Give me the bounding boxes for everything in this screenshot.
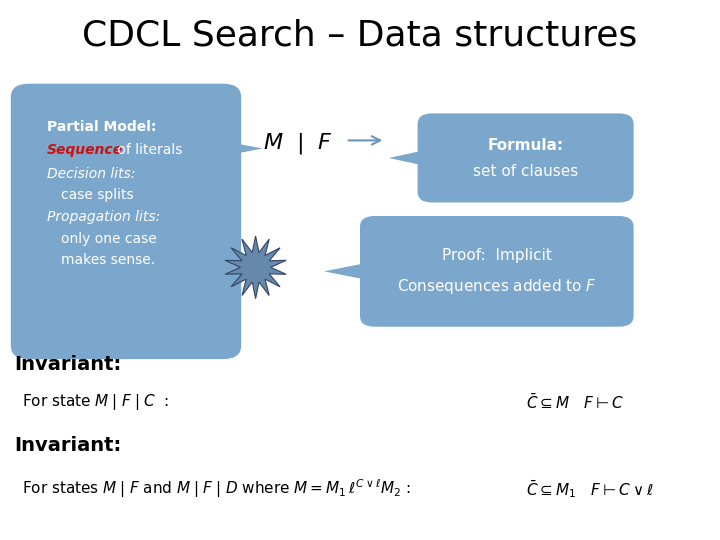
Text: makes sense.: makes sense. bbox=[61, 253, 156, 267]
Polygon shape bbox=[389, 148, 436, 168]
Text: Invariant:: Invariant: bbox=[14, 436, 122, 455]
Text: Formula:: Formula: bbox=[487, 138, 564, 153]
Text: CDCL Search – Data structures: CDCL Search – Data structures bbox=[82, 19, 638, 53]
Text: set of clauses: set of clauses bbox=[473, 164, 578, 179]
FancyBboxPatch shape bbox=[360, 216, 634, 327]
Polygon shape bbox=[324, 261, 378, 282]
Text: Proof:  Implicit: Proof: Implicit bbox=[442, 248, 552, 263]
Text: of literals: of literals bbox=[113, 143, 182, 157]
Text: $M$  |  $F$: $M$ | $F$ bbox=[263, 131, 333, 156]
Text: For state $M\;|\;F\;|\;C\;$ :: For state $M\;|\;F\;|\;C\;$ : bbox=[22, 392, 168, 413]
Text: $\bar{C} \subseteq M_1 \quad F \vdash C \vee \ell$: $\bar{C} \subseteq M_1 \quad F \vdash C … bbox=[526, 478, 653, 500]
Text: For states $M\;|\;F$ and $M\;|\;F\;|\;D$ where $M = M_1\,\ell^{C\vee\ell} M_2$ :: For states $M\;|\;F$ and $M\;|\;F\;|\;D$… bbox=[22, 477, 410, 500]
FancyBboxPatch shape bbox=[11, 84, 241, 359]
Text: only one case: only one case bbox=[61, 232, 157, 246]
Polygon shape bbox=[225, 236, 286, 299]
Text: Propagation lits:: Propagation lits: bbox=[47, 210, 160, 224]
Text: $\bar{C} \subseteq M \quad F \vdash C$: $\bar{C} \subseteq M \quad F \vdash C$ bbox=[526, 393, 624, 412]
Text: Consequences added to $F$: Consequences added to $F$ bbox=[397, 277, 597, 296]
Text: Sequence: Sequence bbox=[47, 143, 123, 157]
Text: case splits: case splits bbox=[61, 188, 134, 202]
Text: Partial Model:: Partial Model: bbox=[47, 120, 156, 134]
FancyBboxPatch shape bbox=[418, 113, 634, 202]
Polygon shape bbox=[220, 140, 263, 157]
Text: Decision lits:: Decision lits: bbox=[47, 167, 135, 181]
Text: Invariant:: Invariant: bbox=[14, 355, 122, 374]
Polygon shape bbox=[220, 246, 263, 289]
